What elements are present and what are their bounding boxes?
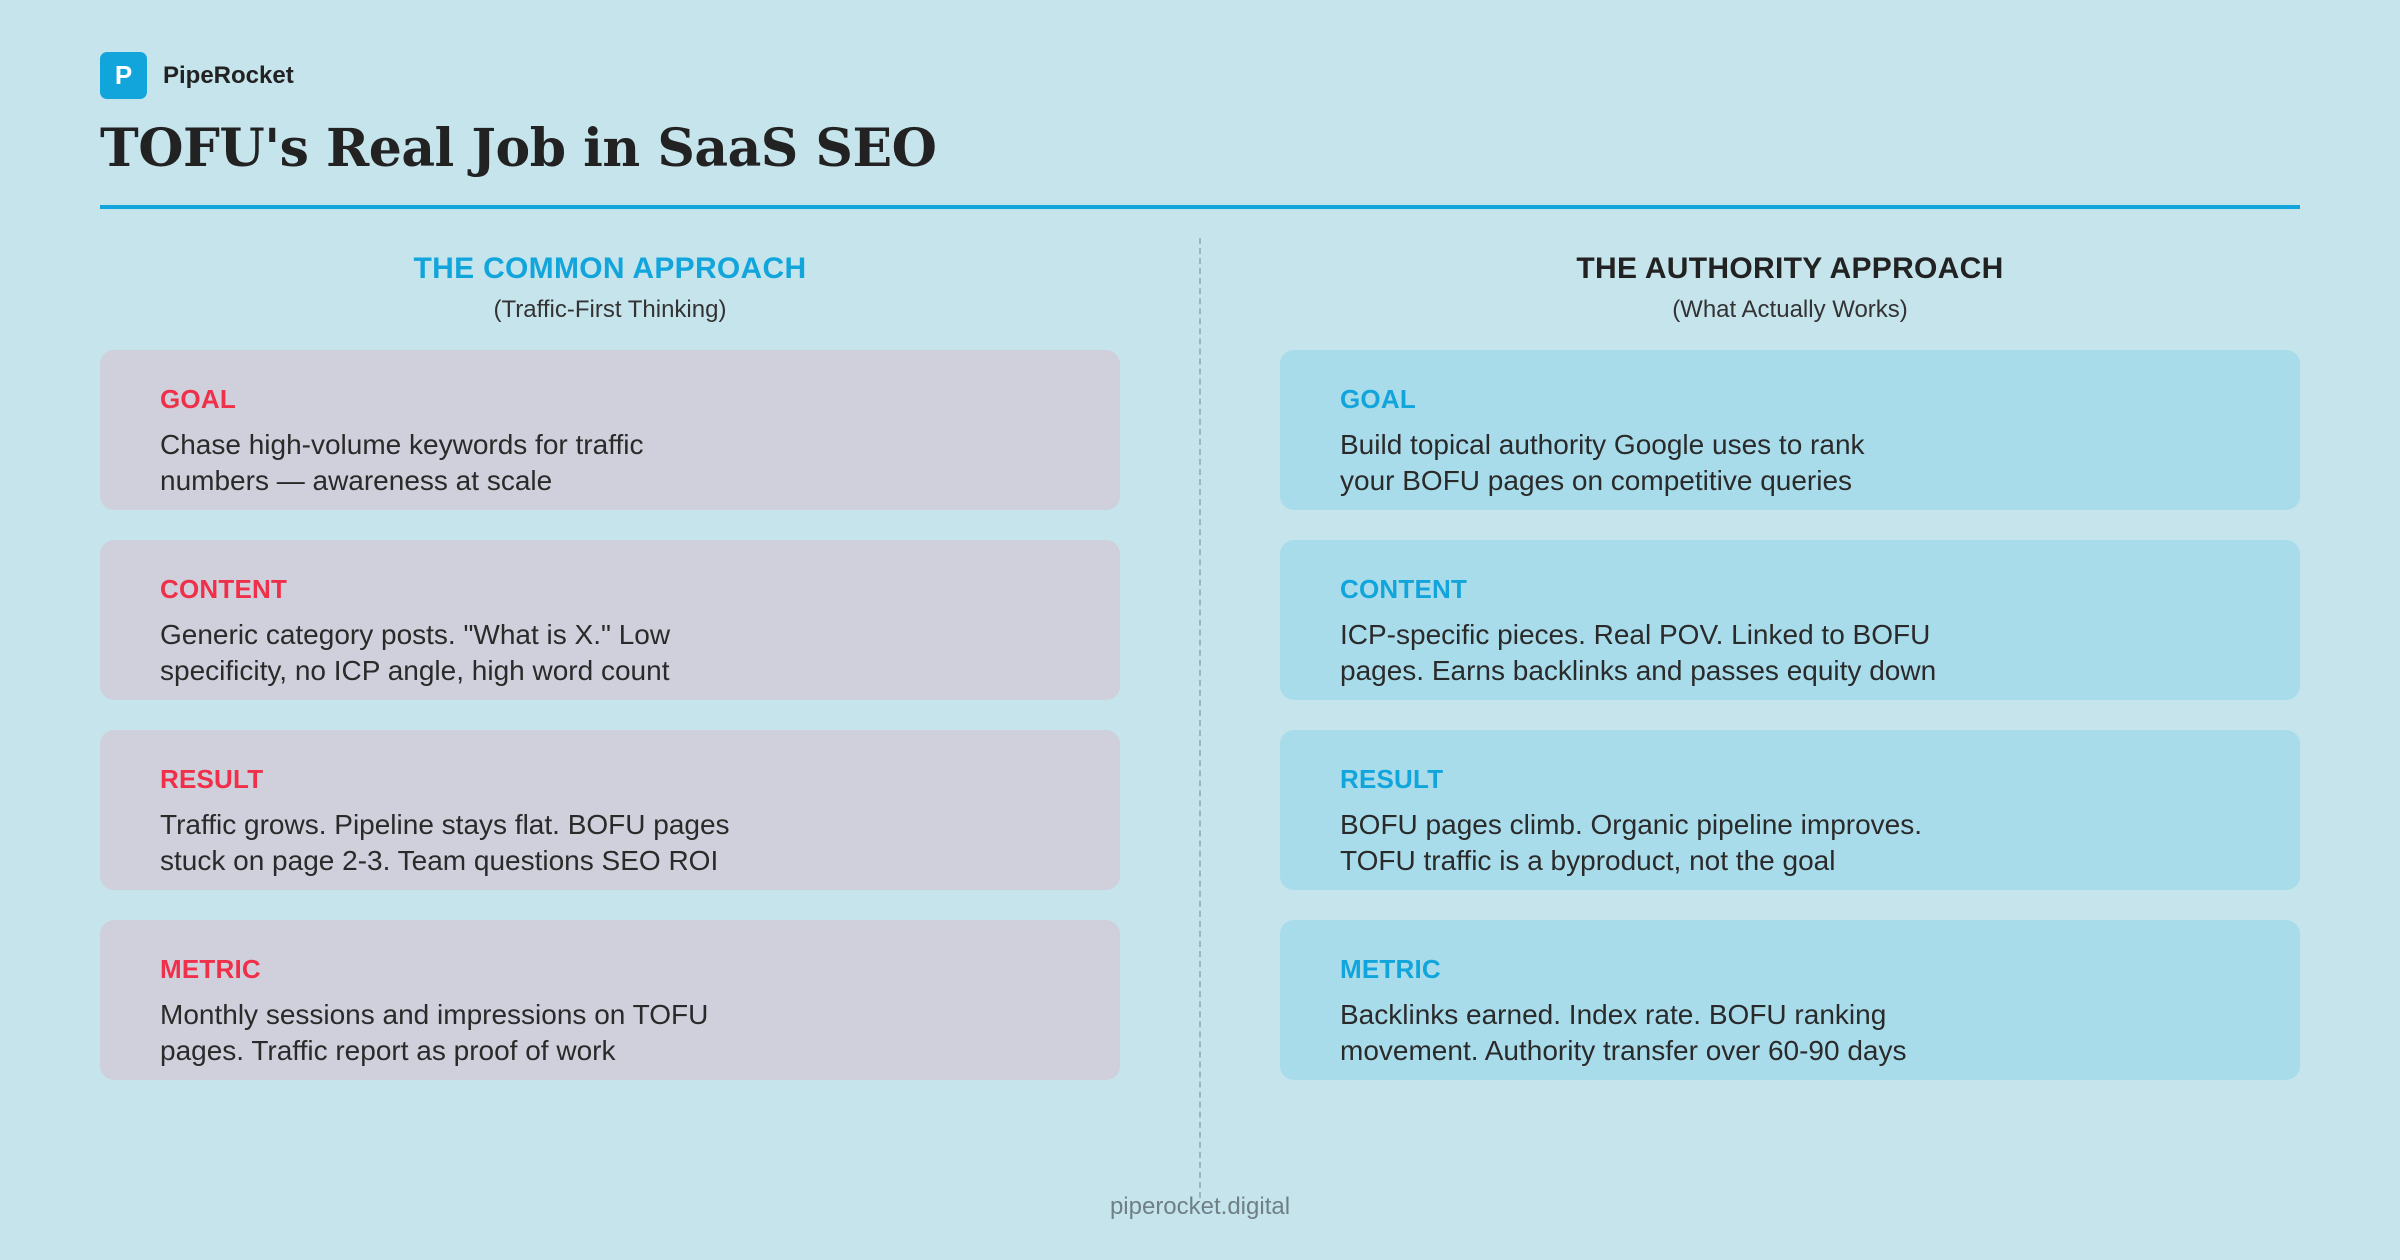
card-text: Backlinks earned. Index rate. BOFU ranki… bbox=[1340, 999, 1907, 1066]
title-divider bbox=[100, 205, 2300, 209]
common-approach-header: THE COMMON APPROACH (Traffic-First Think… bbox=[100, 252, 1120, 324]
authority-metric-card: METRIC Backlinks earned. Index rate. BOF… bbox=[1280, 920, 2300, 1080]
card-text: Traffic grows. Pipeline stays flat. BOFU… bbox=[160, 809, 730, 876]
card-label: METRIC bbox=[160, 954, 261, 984]
common-content-card: CONTENT Generic category posts. "What is… bbox=[100, 540, 1120, 700]
footer-url: piperocket.digital bbox=[1109, 1193, 1291, 1220]
card-label: RESULT bbox=[1340, 764, 1444, 794]
authority-approach-header: THE AUTHORITY APPROACH (What Actually Wo… bbox=[1280, 252, 2300, 324]
brand-name: PipeRocket bbox=[163, 61, 294, 89]
card-text: ICP-specific pieces. Real POV. Linked to… bbox=[1340, 619, 1937, 686]
common-approach-subtitle: (Traffic-First Thinking) bbox=[493, 296, 727, 323]
card-text: Monthly sessions and impressions on TOFU… bbox=[160, 999, 709, 1066]
authority-content-card: CONTENT ICP-specific pieces. Real POV. L… bbox=[1280, 540, 2300, 700]
common-result-card: RESULT Traffic grows. Pipeline stays fla… bbox=[100, 730, 1120, 890]
common-goal-card: GOAL Chase high-volume keywords for traf… bbox=[100, 350, 1120, 510]
authority-goal-card: GOAL Build topical authority Google uses… bbox=[1280, 350, 2300, 510]
common-metric-card: METRIC Monthly sessions and impressions … bbox=[100, 920, 1120, 1080]
card-text: Chase high-volume keywords for traffic n… bbox=[160, 429, 644, 496]
common-approach-title: THE COMMON APPROACH bbox=[413, 252, 807, 285]
card-label: METRIC bbox=[1340, 954, 1441, 984]
authority-result-card: RESULT BOFU pages climb. Organic pipelin… bbox=[1280, 730, 2300, 890]
card-text: Build topical authority Google uses to r… bbox=[1340, 429, 1865, 496]
brand-mark-icon: P bbox=[100, 52, 147, 99]
authority-approach-subtitle: (What Actually Works) bbox=[1672, 296, 1908, 323]
card-text: Generic category posts. "What is X." Low… bbox=[160, 619, 671, 686]
column-divider bbox=[1199, 238, 1201, 1198]
card-label: CONTENT bbox=[160, 574, 288, 604]
brand-logo: P PipeRocket bbox=[100, 52, 294, 99]
page-title: TOFU's Real Job in SaaS SEO bbox=[100, 118, 937, 179]
card-label: RESULT bbox=[160, 764, 264, 794]
card-label: CONTENT bbox=[1340, 574, 1468, 604]
authority-approach-title: THE AUTHORITY APPROACH bbox=[1576, 252, 2004, 285]
card-text: BOFU pages climb. Organic pipeline impro… bbox=[1340, 809, 1923, 876]
card-label: GOAL bbox=[1340, 384, 1416, 414]
card-label: GOAL bbox=[160, 384, 236, 414]
